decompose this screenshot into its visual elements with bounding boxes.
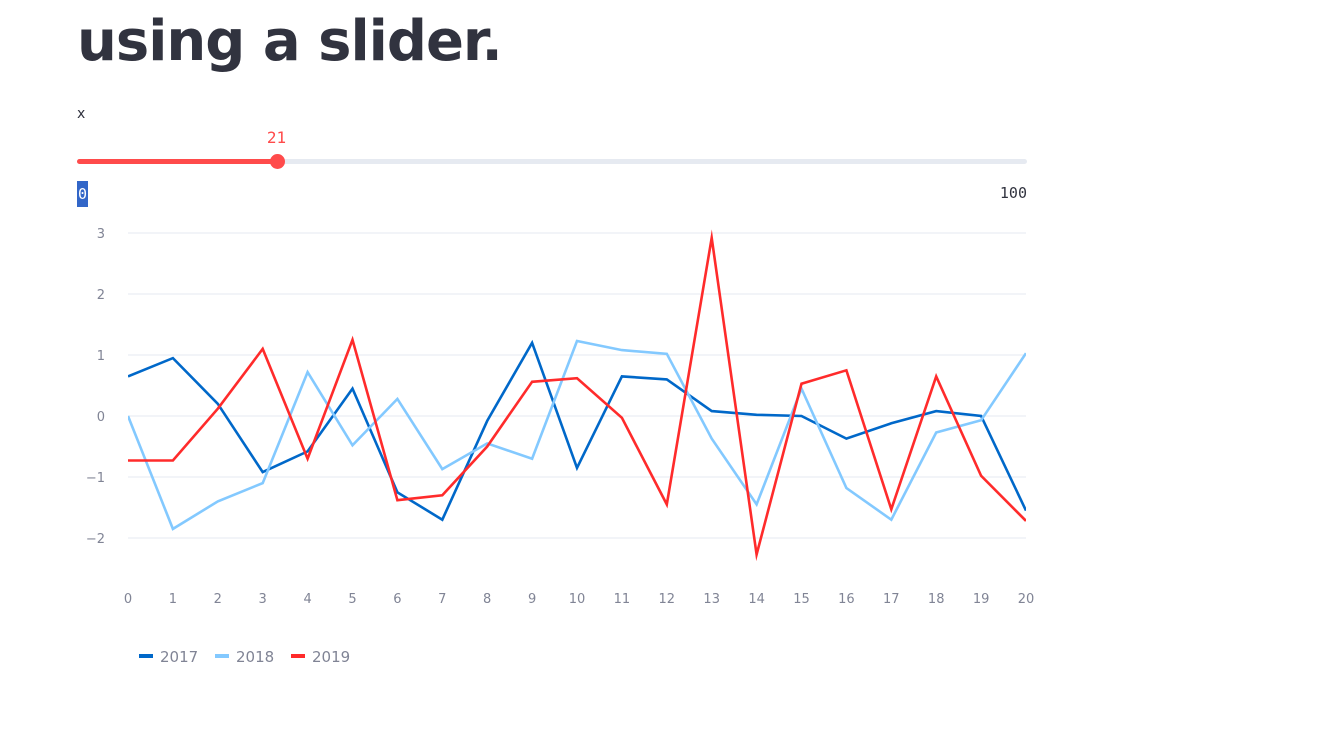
x-tick-label: 12 <box>659 592 676 607</box>
x-tick-label: 14 <box>748 592 765 607</box>
x-tick-label: 18 <box>928 592 945 607</box>
slider-fill <box>77 159 277 164</box>
legend-swatch-2019 <box>291 654 305 658</box>
y-tick-label: 1 <box>97 349 105 364</box>
x-tick-label: 10 <box>569 592 586 607</box>
x-tick-label: 9 <box>528 592 536 607</box>
x-tick-label: 11 <box>614 592 631 607</box>
series-line-2018 <box>128 339 1026 531</box>
y-tick-label: 0 <box>97 410 105 425</box>
slider-label: x <box>77 106 86 122</box>
slider-min-label: 0 <box>77 181 89 207</box>
x-tick-label: 0 <box>124 592 132 607</box>
slider-thumb[interactable] <box>269 154 285 169</box>
x-slider[interactable]: 21 <box>77 128 1027 169</box>
series-line-2017 <box>128 339 1026 522</box>
y-tick-label: 2 <box>97 288 105 303</box>
x-tick-label: 19 <box>973 592 990 607</box>
x-tick-label: 6 <box>393 592 401 607</box>
x-tick-label: 13 <box>703 592 720 607</box>
legend-label-2017: 2017 <box>160 648 198 666</box>
series-line-2019 <box>128 229 1026 562</box>
legend-label-2019: 2019 <box>312 648 350 666</box>
page-title: using a slider. <box>77 9 503 74</box>
x-tick-label: 8 <box>483 592 491 607</box>
slider-value: 21 <box>266 128 287 147</box>
x-tick-label: 3 <box>259 592 267 607</box>
x-tick-label: 7 <box>438 592 446 607</box>
y-tick-label: −1 <box>86 471 105 486</box>
x-tick-label: 17 <box>883 592 900 607</box>
x-tick-label: 5 <box>348 592 356 607</box>
x-tick-label: 2 <box>214 592 222 607</box>
x-tick-label: 4 <box>303 592 311 607</box>
x-tick-label: 16 <box>838 592 855 607</box>
y-tick-label: −2 <box>86 532 105 547</box>
x-tick-label: 20 <box>1018 592 1035 607</box>
slider-max-label: 100 <box>999 184 1027 202</box>
legend-swatch-2017 <box>139 654 153 658</box>
x-tick-label: 15 <box>793 592 810 607</box>
x-tick-label: 1 <box>169 592 177 607</box>
legend-swatch-2018 <box>215 654 229 658</box>
legend-label-2018: 2018 <box>236 648 274 666</box>
y-tick-label: 3 <box>97 227 105 242</box>
